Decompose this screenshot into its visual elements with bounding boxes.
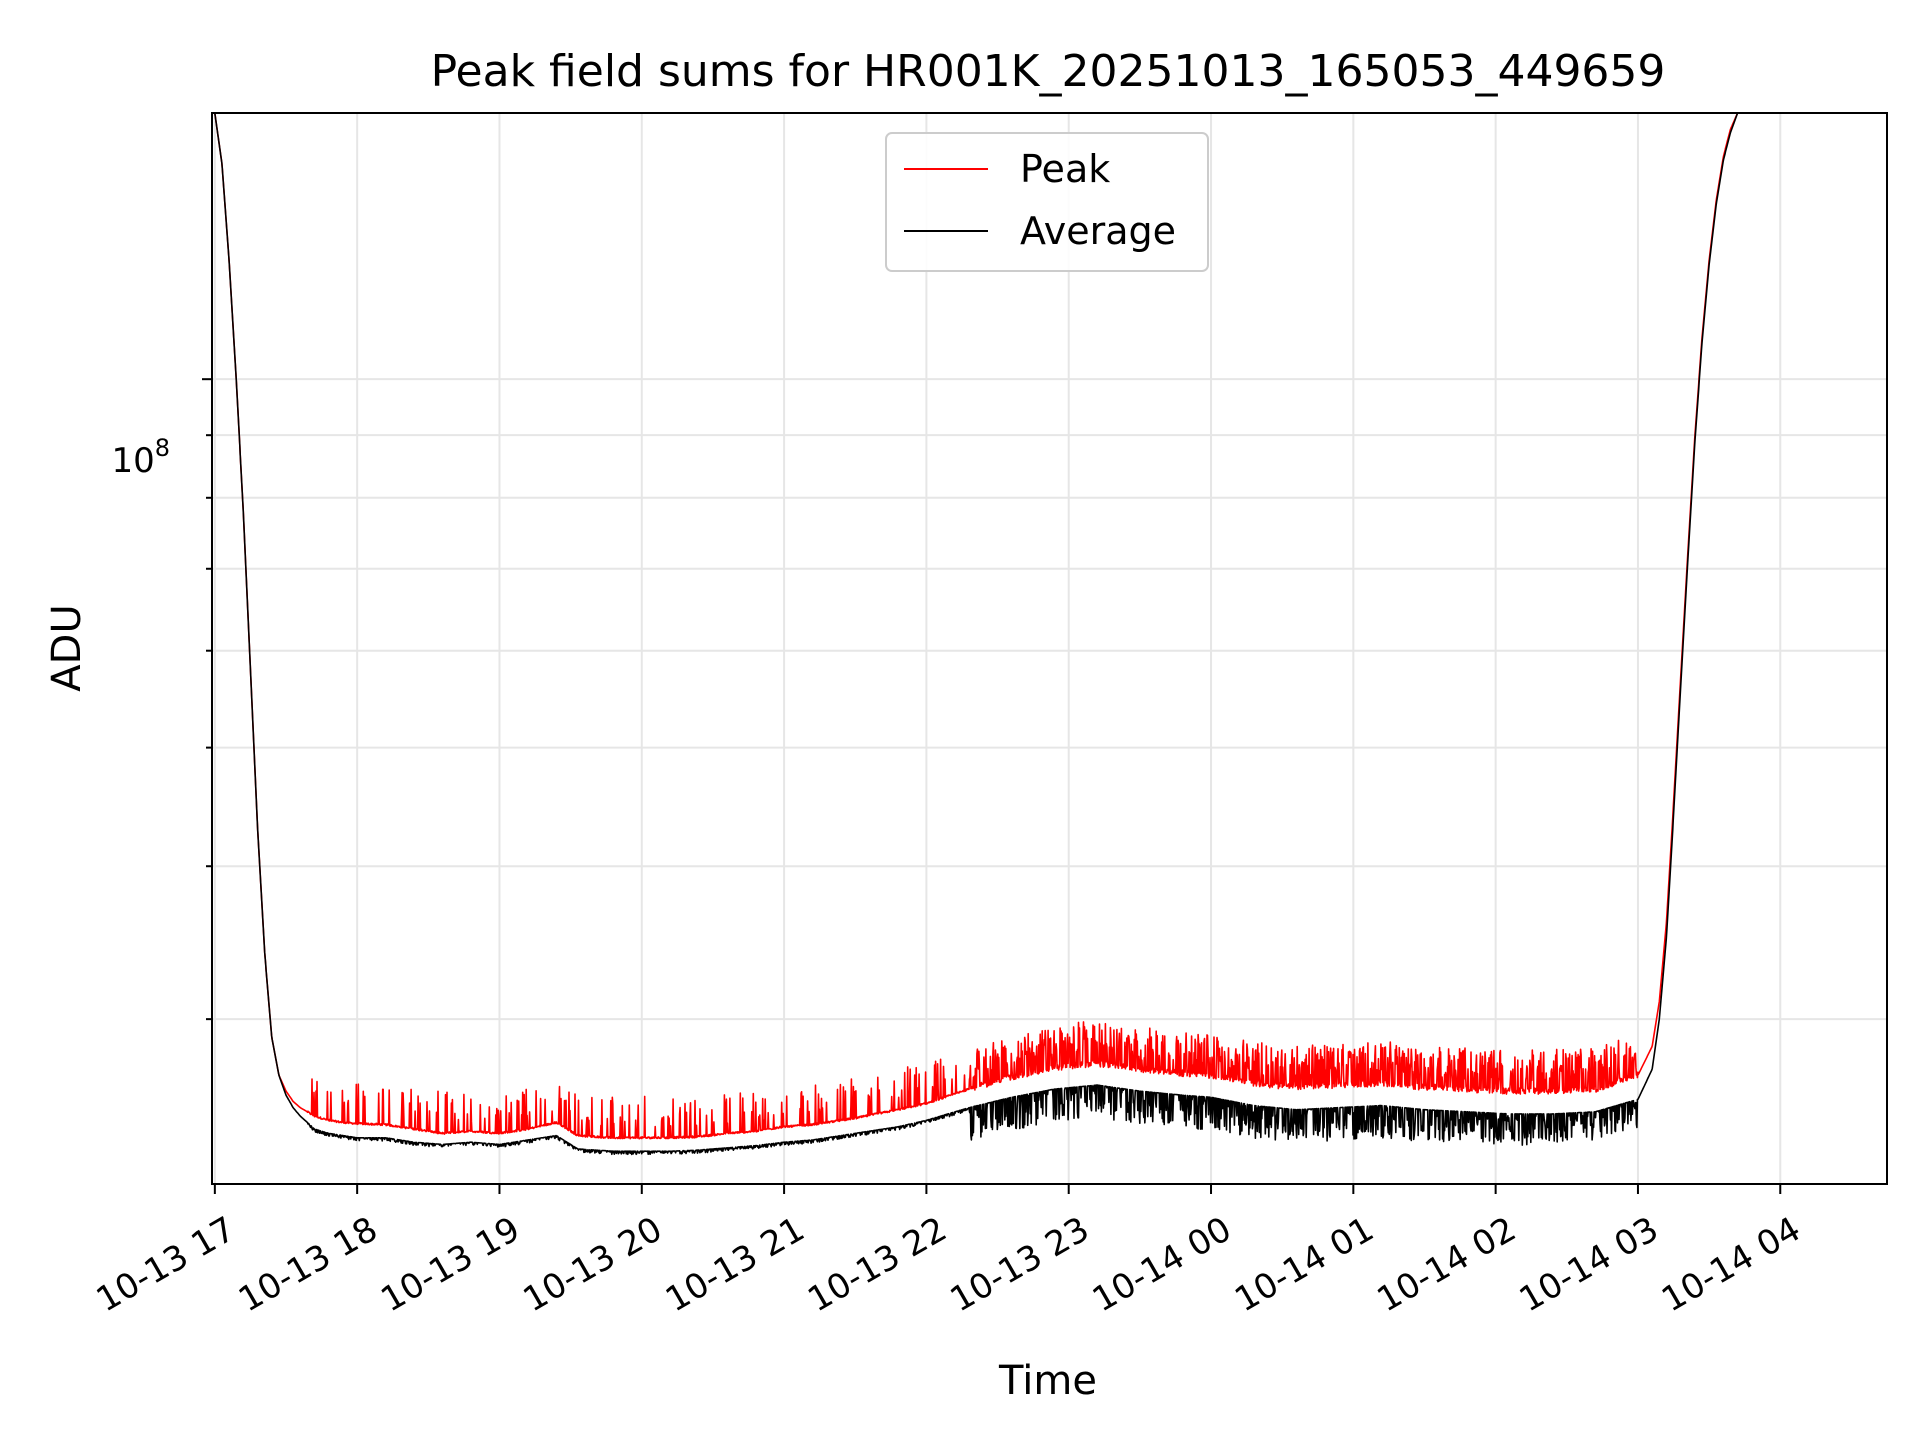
grid: [212, 113, 1887, 1184]
legend-average-label: Average: [1020, 209, 1176, 253]
x-tick-label: 10-13 18: [232, 1209, 384, 1320]
plot-frame: [211, 112, 1888, 1185]
x-tick-label: 10-14 03: [1513, 1209, 1665, 1320]
series-line-peak: [214, 113, 1741, 1140]
y-axis-label: ADU: [44, 604, 90, 691]
y-tick-label-1e8: 108: [111, 434, 170, 481]
series-layer: [214, 113, 1741, 1156]
x-tick-label: 10-14 01: [1228, 1209, 1380, 1320]
x-tick-label: 10-14 04: [1655, 1209, 1807, 1320]
x-axis-label: Time: [998, 1358, 1097, 1404]
x-tick-label: 10-13 22: [801, 1209, 953, 1320]
chart-title: Peak field sums for HR001K_20251013_1650…: [431, 46, 1666, 97]
legend-box: [885, 132, 1209, 272]
x-tick-label: 10-14 02: [1371, 1209, 1523, 1320]
x-tick-label: 10-13 17: [90, 1209, 242, 1320]
x-tick-label: 10-13 23: [944, 1209, 1096, 1320]
series-line-average: [214, 113, 1741, 1156]
legend-peak-label: Peak: [1020, 147, 1110, 191]
x-tick-label: 10-13 20: [517, 1209, 669, 1320]
y-tick-exponent: 8: [155, 434, 170, 462]
x-tick-label: 10-14 00: [1086, 1209, 1238, 1320]
x-tick-label: 10-13 21: [659, 1209, 811, 1320]
x-tick-label: 10-13 19: [374, 1209, 526, 1320]
y-tick-base: 10: [111, 441, 154, 481]
legend: Peak Average: [885, 132, 1209, 272]
